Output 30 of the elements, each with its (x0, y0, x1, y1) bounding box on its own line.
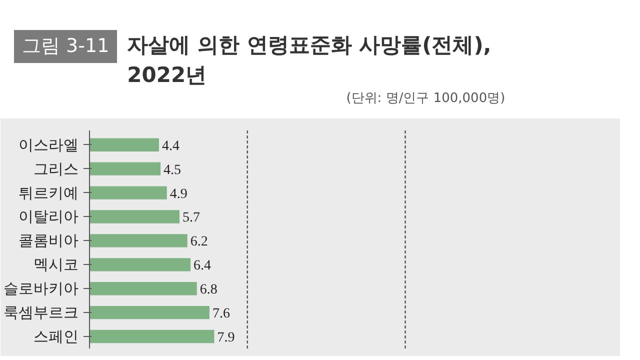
data-label: 6.4 (194, 258, 212, 274)
data-label: 4.4 (162, 138, 180, 154)
caption: 그림 3-11 (14, 30, 118, 64)
bar (90, 330, 214, 344)
data-label: 4.5 (164, 162, 182, 178)
bar (90, 282, 197, 296)
data-label: 6.8 (200, 282, 218, 298)
bar (90, 162, 161, 176)
data-label: 7.9 (217, 330, 235, 346)
y-tick-label: 스페인 (34, 328, 78, 346)
data-label: 4.9 (170, 186, 188, 202)
data-label: 6.2 (190, 234, 208, 250)
y-tick-label: 슬로바키아 (4, 280, 78, 298)
y-tick-label: 룩셈부르크 (4, 304, 78, 322)
bar (90, 234, 188, 248)
y-tick-label: 그리스 (34, 160, 78, 178)
y-tick-label: 콜롬비아 (18, 232, 78, 250)
y-tick-label: 멕시코 (34, 256, 78, 274)
y-tick-label: 이스라엘 (18, 136, 78, 154)
data-label: 7.6 (212, 306, 230, 322)
bar (90, 210, 180, 224)
y-tick-label: 이탈리아 (18, 208, 78, 226)
text: (단위: 명/인구 100,000명) (345, 90, 506, 108)
data-label: 5.7 (182, 210, 200, 226)
y-tick-label: 튀르키예 (18, 184, 78, 202)
bar (90, 306, 210, 320)
bar (90, 258, 191, 272)
bar (90, 186, 167, 200)
bar (90, 138, 159, 152)
chart-title: 자살에 의한 연령표준화 사망률(전체), 2022년 (127, 32, 492, 89)
